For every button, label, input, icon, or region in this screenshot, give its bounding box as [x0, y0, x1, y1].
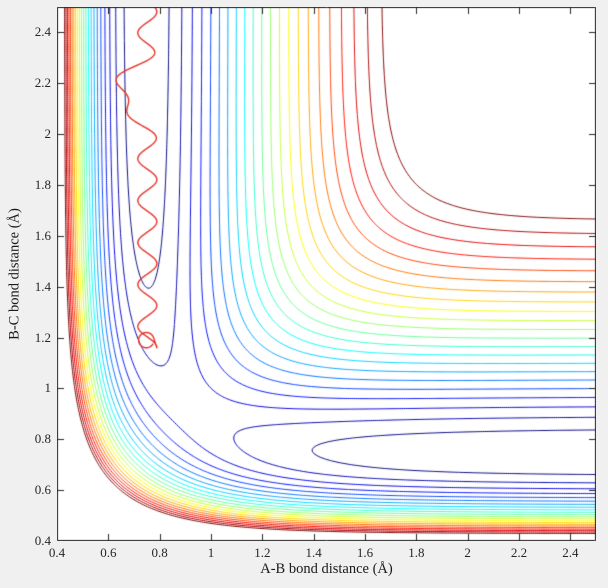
y-tick-label: 1 — [44, 380, 52, 396]
y-tick-label: 1.6 — [34, 227, 51, 243]
y-tick-label: 1.4 — [34, 278, 51, 294]
y-tick-label: 1.8 — [34, 177, 51, 192]
y-tick-label: 0.6 — [34, 482, 51, 498]
y-tick-label: 2 — [44, 126, 52, 142]
x-tick-label: 1.2 — [254, 545, 271, 560]
x-tick-label: 1.4 — [305, 545, 322, 560]
x-tick-label: 2.4 — [562, 545, 579, 560]
x-axis-label: A-B bond distance (Å) — [260, 561, 393, 577]
x-tick-label: 0.6 — [100, 545, 117, 560]
y-tick-label: 2.2 — [34, 75, 51, 91]
y-tick-label: 0.8 — [34, 431, 51, 447]
x-tick-label: 2 — [464, 545, 471, 560]
x-tick-label: 0.8 — [151, 545, 168, 560]
y-tick-label: 0.4 — [34, 533, 51, 548]
x-tick-label: 1 — [207, 545, 215, 560]
x-tick-label: 2.2 — [510, 545, 528, 560]
x-tick-label: 1.6 — [356, 545, 374, 560]
y-tick-label: 2.4 — [34, 24, 51, 40]
plot-area — [57, 7, 596, 541]
contour-canvas — [57, 7, 596, 541]
x-tick-label: 1.8 — [408, 545, 425, 560]
y-tick-label: 1.2 — [34, 329, 51, 345]
x-tick-label: 0.4 — [48, 545, 66, 560]
